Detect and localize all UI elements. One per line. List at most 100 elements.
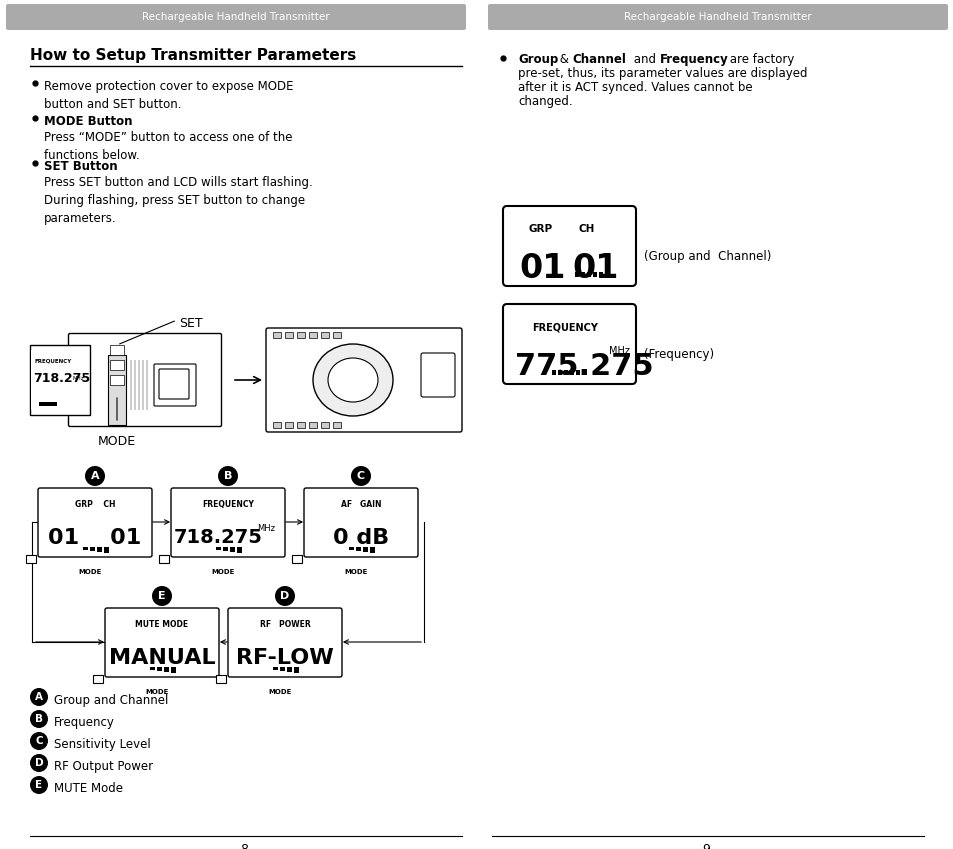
Bar	[280, 667, 285, 671]
Bar	[333, 422, 340, 428]
Text: B: B	[224, 471, 232, 481]
Bar	[157, 667, 162, 671]
FancyBboxPatch shape	[502, 206, 636, 286]
FancyBboxPatch shape	[159, 369, 189, 399]
Bar	[552, 370, 556, 375]
Text: 718.275: 718.275	[33, 372, 90, 385]
Text: 8: 8	[240, 843, 248, 849]
Text: MODE: MODE	[78, 569, 102, 575]
Text: CH: CH	[578, 224, 595, 234]
Bar	[110, 360, 124, 370]
Text: MHz: MHz	[257, 524, 275, 533]
Bar	[576, 370, 579, 375]
Text: C: C	[35, 736, 43, 746]
Bar	[287, 667, 292, 672]
Bar	[26, 555, 36, 563]
Bar	[563, 370, 567, 375]
Bar	[294, 667, 298, 673]
FancyBboxPatch shape	[69, 334, 221, 426]
Text: pre-set, thus, its parameter values are displayed: pre-set, thus, its parameter values are …	[517, 67, 806, 80]
Bar	[569, 370, 574, 375]
Bar	[133, 360, 136, 410]
Text: 718.275: 718.275	[173, 528, 262, 547]
FancyBboxPatch shape	[228, 608, 341, 677]
Text: SET Button: SET Button	[44, 160, 117, 173]
Bar	[236, 547, 242, 553]
Bar	[215, 675, 226, 683]
Bar	[215, 547, 221, 550]
Bar	[593, 272, 597, 277]
Text: 01: 01	[518, 252, 565, 285]
Bar	[230, 547, 234, 552]
Bar	[171, 667, 175, 673]
FancyBboxPatch shape	[105, 608, 219, 677]
Text: MANUAL: MANUAL	[109, 648, 215, 668]
Text: C: C	[356, 471, 365, 481]
Circle shape	[351, 466, 371, 486]
FancyBboxPatch shape	[502, 304, 636, 384]
Text: FREQUENCY: FREQUENCY	[35, 358, 72, 363]
Text: changed.: changed.	[517, 95, 572, 108]
Text: MODE: MODE	[98, 435, 136, 448]
Bar	[130, 360, 132, 410]
FancyBboxPatch shape	[488, 4, 947, 30]
Bar	[150, 667, 154, 670]
Bar	[309, 422, 316, 428]
Bar	[296, 422, 305, 428]
Text: A: A	[91, 471, 99, 481]
Circle shape	[85, 466, 105, 486]
Bar	[370, 547, 375, 553]
Text: are factory: are factory	[725, 53, 794, 66]
Text: Frequency: Frequency	[659, 53, 728, 66]
Text: D: D	[280, 591, 290, 601]
Bar	[333, 332, 340, 338]
Circle shape	[30, 754, 48, 772]
Text: E: E	[35, 780, 43, 790]
Bar	[104, 547, 109, 553]
FancyBboxPatch shape	[6, 4, 465, 30]
Text: MHz: MHz	[608, 346, 629, 356]
Text: MUTE MODE: MUTE MODE	[135, 620, 189, 629]
Bar	[575, 272, 578, 277]
Text: GRP: GRP	[529, 224, 553, 234]
Bar	[138, 360, 140, 410]
Bar	[558, 370, 561, 375]
Text: Frequency: Frequency	[54, 716, 114, 729]
Text: AF   GAIN: AF GAIN	[340, 500, 381, 509]
Text: MODE: MODE	[145, 689, 169, 695]
Text: Group: Group	[517, 53, 558, 66]
Bar	[159, 555, 169, 563]
Text: Rechargeable Handheld Transmitter: Rechargeable Handheld Transmitter	[142, 12, 330, 22]
Text: &: &	[556, 53, 572, 66]
Text: RF   POWER: RF POWER	[259, 620, 310, 629]
Text: Channel: Channel	[572, 53, 625, 66]
Text: 0 dB: 0 dB	[333, 528, 389, 548]
Text: Group and Channel: Group and Channel	[54, 694, 168, 707]
Text: MODE Button: MODE Button	[44, 115, 132, 128]
Bar	[586, 272, 590, 277]
Bar	[296, 332, 305, 338]
Text: B: B	[35, 714, 43, 724]
Bar	[223, 547, 228, 551]
Bar	[309, 332, 316, 338]
Text: RF-LOW: RF-LOW	[236, 648, 334, 668]
Bar	[146, 360, 148, 410]
Bar	[92, 675, 103, 683]
Bar	[30, 345, 90, 415]
Text: 01: 01	[572, 252, 618, 285]
Text: 01    01: 01 01	[49, 528, 141, 548]
Text: after it is ACT synced. Values cannot be: after it is ACT synced. Values cannot be	[517, 81, 752, 94]
Bar	[580, 272, 584, 277]
Bar	[285, 422, 293, 428]
Text: (Frequency): (Frequency)	[643, 347, 714, 361]
FancyBboxPatch shape	[38, 488, 152, 557]
Bar	[292, 555, 302, 563]
Bar	[363, 547, 368, 552]
Text: How to Setup Transmitter Parameters: How to Setup Transmitter Parameters	[30, 48, 355, 63]
Text: Remove protection cover to expose MODE
button and SET button.: Remove protection cover to expose MODE b…	[44, 80, 294, 111]
Text: D: D	[34, 758, 43, 768]
Bar	[110, 375, 124, 385]
Circle shape	[274, 586, 294, 606]
Bar	[90, 547, 95, 551]
Text: SET: SET	[179, 317, 202, 330]
